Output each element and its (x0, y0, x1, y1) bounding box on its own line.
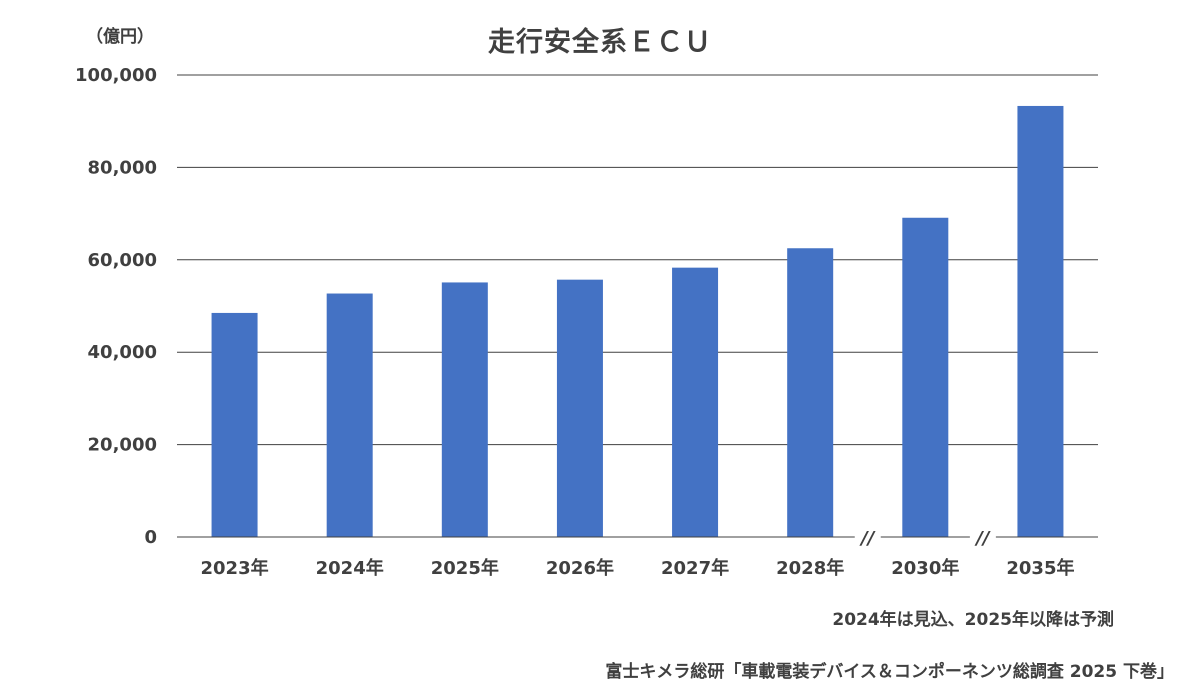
x-tick-label: 2024年 (316, 557, 384, 579)
bar (902, 217, 949, 537)
y-tick-label: 80,000 (88, 157, 157, 178)
x-tick-label: 2026年 (546, 557, 614, 579)
y-tick-label: 40,000 (88, 342, 157, 363)
bar (787, 248, 834, 537)
bar (326, 293, 373, 537)
source-citation: 富士キメラ総研「車載電装デバイス＆コンポーネンツ総調査 2025 下巻」 (605, 662, 1174, 682)
y-axis-unit-label: （億円） (86, 27, 154, 47)
bar (672, 267, 719, 537)
x-tick-label: 2028年 (776, 557, 844, 579)
x-tick-label: 2030年 (891, 557, 959, 579)
bar (1017, 105, 1064, 537)
bar (556, 279, 603, 537)
y-tick-label: 20,000 (88, 435, 157, 456)
y-tick-label: 0 (144, 527, 157, 548)
axis-break-mark: // (974, 528, 991, 549)
bar (211, 312, 258, 537)
y-tick-label: 100,000 (75, 65, 157, 86)
x-tick-label: 2027年 (661, 557, 729, 579)
x-tick-label: 2025年 (431, 557, 499, 579)
bar (441, 282, 488, 537)
x-tick-label: 2023年 (201, 557, 269, 579)
chart-title: 走行安全系ＥＣＵ (488, 27, 712, 58)
forecast-note: 2024年は見込、2025年以降は予測 (832, 610, 1114, 630)
y-tick-label: 60,000 (88, 250, 157, 271)
axis-break-mark: // (859, 528, 876, 549)
x-tick-label: 2035年 (1006, 557, 1074, 579)
